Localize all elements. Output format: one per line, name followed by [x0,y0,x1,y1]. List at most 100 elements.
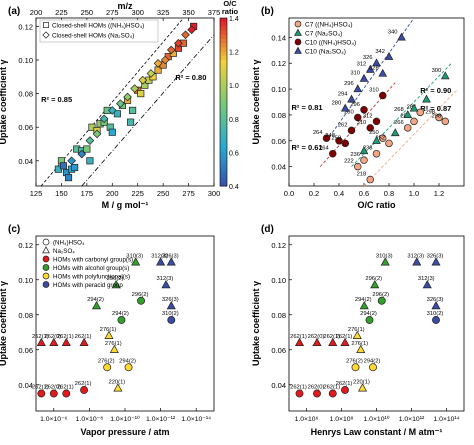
colorbar-segment [220,114,227,120]
point-label: 264 [319,146,329,152]
data-point [64,174,73,182]
y-axis-label: Uptake coefficient γ [251,281,261,366]
point-label: 294(2) [364,358,381,364]
x-tick-label: 1.0×10⁻¹² [146,416,176,423]
data-point [92,129,102,139]
data-point [440,71,450,80]
data-point [379,91,387,100]
data-point [359,73,369,82]
colorbar-segment [220,106,227,111]
data-point [103,363,112,372]
data-point [372,58,381,67]
data-point [377,296,386,305]
data-point [131,257,141,266]
colorbar-segment [220,51,227,57]
data-point [397,32,406,41]
colorbar-label: ratio [222,7,239,16]
data-point [390,128,400,137]
colorbar-segment [220,131,227,137]
point-label: 262(1) [32,334,49,340]
x-tick-label: 175 [81,189,94,198]
point-label: 262(1) [32,385,49,391]
data-point [294,337,305,346]
data-point [312,337,322,346]
point-label: 262(0) [308,334,325,340]
data-point [347,94,356,103]
data-point [422,94,431,103]
y-tick-label: 0.10 [18,276,33,285]
point-label: 262(1) [323,385,340,391]
point-label: 296 [350,102,360,108]
data-point [86,157,94,165]
point-label: 262 [338,122,348,128]
point-label: 262(1) [57,334,74,340]
point-label: 312(3) [418,276,435,282]
legend-marker [42,264,50,271]
data-point [113,110,121,118]
data-point [412,257,422,266]
colorbar-segment [220,139,227,145]
y-tick-label: 0.08 [18,90,33,99]
y-tick-label: 0.06 [18,123,33,132]
colorbar-segment [220,81,227,86]
legend-label: C7 (Na₂SO₄) [305,31,342,38]
x2-tick-label: 200 [30,8,43,17]
x2-tick-label: 275 [106,8,119,17]
x-tick-label: 200 [106,189,119,198]
data-point [137,296,145,305]
fit-line [363,88,459,187]
data-point [328,337,338,346]
colorbar-segment [220,68,227,74]
data-point [116,99,125,109]
colorbar-segment [220,93,227,99]
data-point [372,149,381,158]
data-point [372,117,381,126]
x-tick-label: 1.0×10⁸ [330,416,354,423]
y-tick-label: 0.06 [18,346,33,355]
data-point [341,386,349,394]
y-tick-label: 0.08 [271,111,286,120]
panel-label: (a) [8,6,20,17]
data-point [347,126,356,135]
data-point [85,136,95,145]
data-point [431,257,441,266]
data-point [83,145,91,153]
point-label: 262(1) [290,385,307,391]
x-tick-label: 150 [55,189,68,198]
panel-b: 0.04 0.06 0.08 0.10 0.12 0.14 (b) Uptake coeffi… [251,6,465,210]
colorbar-frame [219,17,228,187]
panel-label: (c) [8,224,20,235]
point-label: 294(2) [360,311,377,317]
x-axis-label: O/C ratio [357,200,396,210]
legend-marker [43,22,49,28]
panel-label: (d) [261,224,274,235]
x-tick-label: 1.0×10¹⁴ [433,416,459,423]
y-tick-label: 0.06 [271,346,286,355]
y-tick-label: 0.10 [18,56,33,65]
point-label: 248 [325,133,335,139]
data-point [329,149,337,158]
point-label: 262(0) [308,385,325,391]
y-tick-label: 0.04 [271,381,286,390]
data-point [295,389,304,398]
data-point [49,389,58,398]
y-axis-label: Uptake coefficient γ [0,59,8,144]
point-label: 262(1) [75,381,92,387]
data-point [138,75,148,85]
legend-marker [42,281,50,288]
legend-label: Closed-shell HOMs (Na₂SO₄) [52,33,134,40]
point-label: 298 [425,110,435,116]
colorbar-segment [220,156,227,162]
data-point [107,106,117,115]
x2-tick-label: 250 [81,8,94,17]
point-label: 294(2) [119,358,136,364]
data-point [187,25,196,35]
data-point [111,279,121,289]
data-point [365,316,374,324]
x2-axis-label: m/z [117,1,133,11]
x-axis-label: Henrys Law constant / M atm⁻¹ [311,427,443,437]
point-label: 326(3) [427,253,444,259]
point-label: 220(1) [108,379,125,385]
point-label: 296 [344,81,354,87]
point-label: 262(1) [323,334,340,340]
